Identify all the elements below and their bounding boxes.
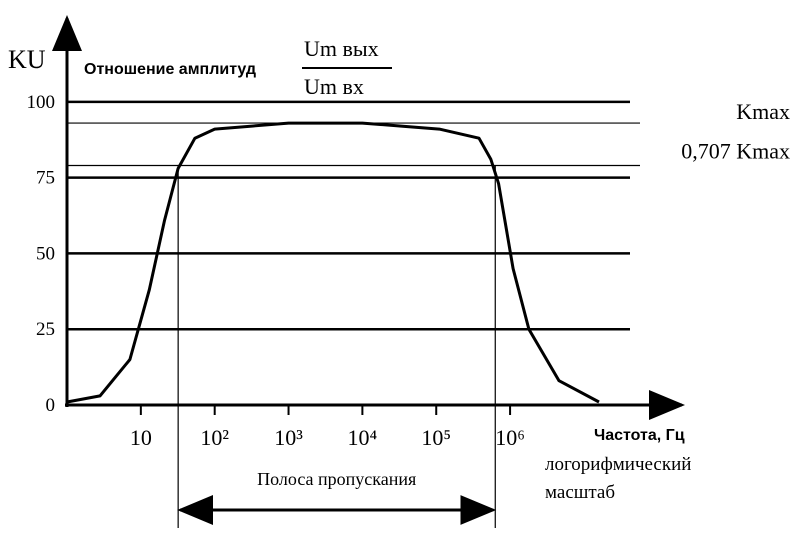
- x-tick-label: 10⁵: [421, 425, 451, 450]
- y-tick-label: 25: [36, 319, 55, 340]
- band-label: Полоса пропускания: [257, 469, 416, 489]
- title-numerator: Um вых: [304, 36, 379, 61]
- y-label: KU: [8, 45, 46, 74]
- curve: [66, 121, 600, 404]
- y-tick-label: 75: [36, 168, 55, 189]
- reference-label: 0,707 Kmax: [681, 139, 790, 164]
- x-label: Частота, Гц: [594, 427, 685, 444]
- y-tick-label: 50: [36, 243, 55, 264]
- x-note: логорифмический: [545, 454, 691, 475]
- x-tick-label: 10: [130, 425, 152, 450]
- x-tick-label: 10²: [200, 425, 229, 450]
- x-tick-label: 10³: [274, 425, 303, 450]
- y-tick-label: 100: [27, 92, 56, 113]
- x-note: масштаб: [545, 482, 615, 503]
- title: Отношение амплитуд: [84, 61, 256, 78]
- title-denominator: Um вх: [304, 74, 364, 99]
- reference-label: Kmax: [736, 99, 790, 124]
- y-tick-label: 0: [46, 395, 56, 416]
- x-tick-label: 10⁶: [495, 425, 525, 450]
- x-tick-label: 10⁴: [348, 425, 378, 450]
